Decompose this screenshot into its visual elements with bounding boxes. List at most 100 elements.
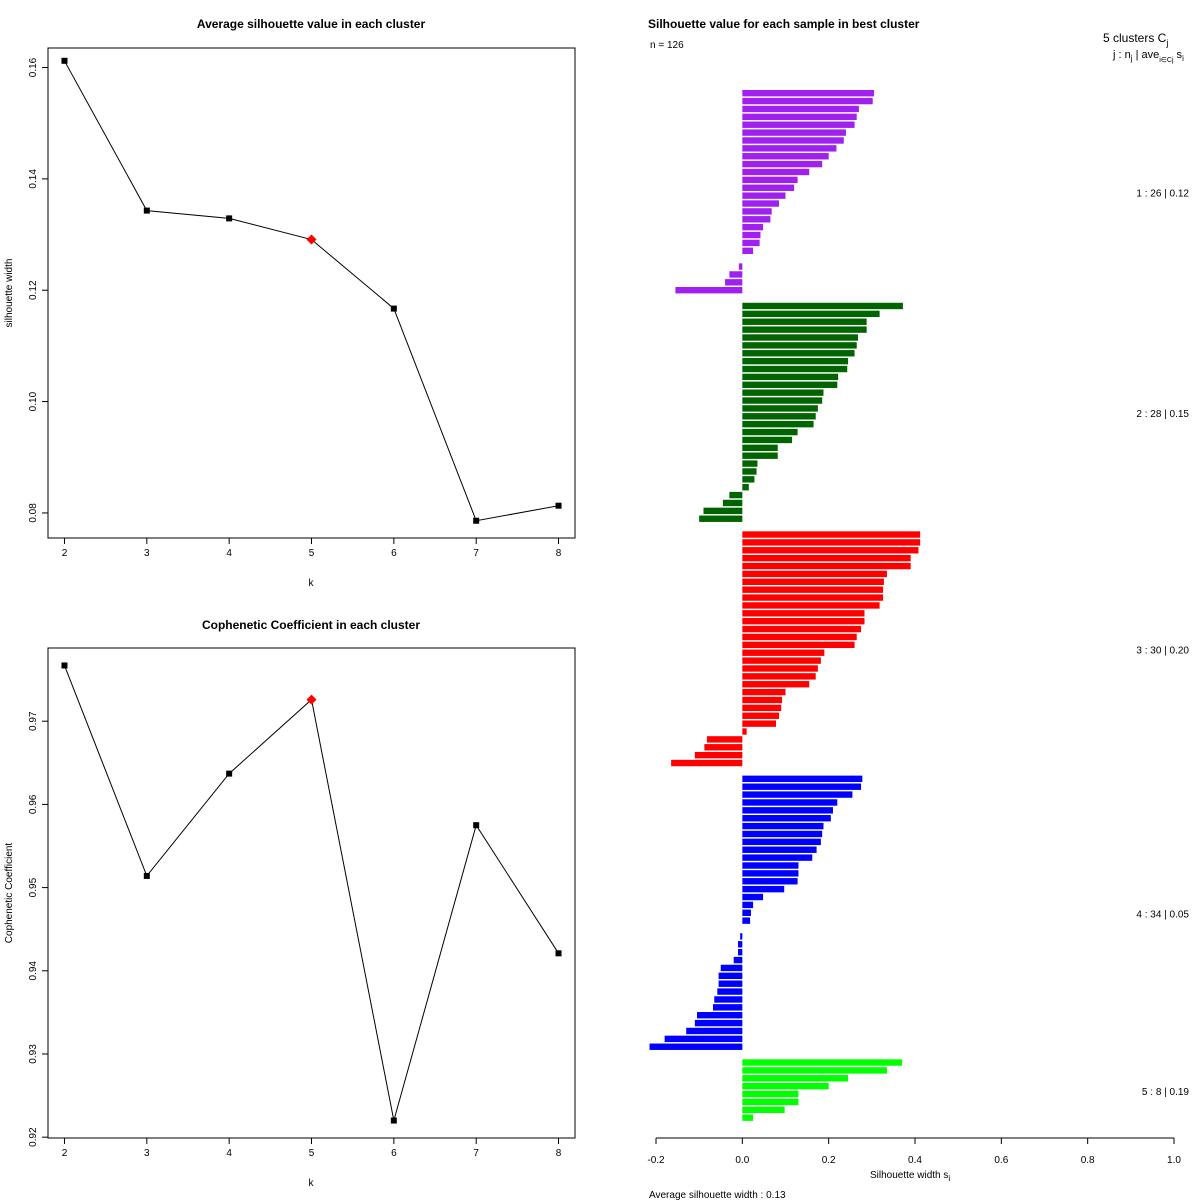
silhouette-bar [742,239,760,247]
x-tick-label: 3 [144,548,150,559]
silhouette-bar [742,610,865,617]
silhouette-bar [742,531,921,538]
silhouette-bar [742,586,884,593]
cluster-label: 4 : 34 | 0.05 [1136,910,1189,921]
silhouette-bar [720,964,743,972]
silhouette-bar [649,1043,743,1050]
silhouette-bar [742,1067,887,1074]
data-point [473,517,480,524]
silhouette-bar [742,846,817,853]
x-axis-label: k [309,1178,315,1189]
silhouette-bar [686,1027,743,1035]
silhouette-bar [742,704,782,712]
silhouette-bar [742,302,903,310]
silhouette-bar [697,1012,743,1019]
x-ticks: 2 3 4 5 6 7 8 [62,1138,562,1159]
silhouette-bar [742,444,778,452]
silhouette-bar [742,231,761,239]
silhouette-bar [742,720,777,727]
y-tick-label: 0.96 [28,794,39,814]
silhouette-bar [742,594,884,601]
cluster-label: 1 : 26 | 0.12 [1136,188,1189,199]
cluster-label: 3 : 30 | 0.20 [1136,646,1189,657]
best-k-point [306,234,317,245]
silhouette-bar [742,1082,829,1090]
silhouette-bar [671,759,743,767]
silhouette-bar [742,893,764,901]
y-tick-label: 0.97 [28,711,39,731]
silhouette-bar [742,389,824,396]
silhouette-bar [742,665,818,672]
cluster-labels: 1 : 26 | 0.12 2 : 28 | 0.15 3 : 30 | 0.20 4… [1136,188,1189,1097]
silhouette-bar [742,791,853,798]
data-point [226,215,233,222]
silhouette-bar [742,334,859,341]
silhouette-bar [742,397,823,404]
silhouette-bar [742,428,798,436]
y-axis-label: Cophenetic Coefficient [4,843,15,944]
silhouette-bar [718,972,743,980]
header-columns-text: j : n [1112,49,1131,61]
silhouette-bar [664,1035,743,1043]
x-tick-label: 7 [473,548,479,559]
silhouette-bar [742,97,873,105]
silhouette-bar [742,350,855,357]
x-ticks: 2 3 4 5 6 7 8 [62,538,562,559]
silhouette-bar [718,980,743,987]
x-tick-label: 3 [144,1148,150,1159]
silhouette-bar [703,507,743,515]
series-line [64,60,559,522]
plot-frame [47,647,576,1139]
header-columns-end: s [1174,49,1183,61]
silhouette-bar [742,862,799,869]
silhouette-bar [742,200,780,207]
silhouette-bar [742,129,846,136]
sample-count: n = 126 [650,40,684,51]
x-tick-label: 2 [62,548,68,559]
data-point [473,822,480,829]
silhouette-bar [742,870,799,877]
x-axis-label: Silhouette width si [870,1170,950,1183]
header-columns-sub2: i∈Cj [1159,57,1174,64]
silhouette-bar [742,223,764,231]
x-tick-label: 0.8 [1081,1155,1095,1166]
silhouette-bar [742,176,798,184]
silhouette-bar [725,279,743,286]
silhouette-bar [742,137,844,144]
silhouette-bar [742,917,751,924]
silhouette-bar [738,941,743,948]
silhouette-line-chart: Average silhouette value in each cluster… [4,17,576,589]
silhouette-bar [742,1098,799,1106]
x-ticks: -0.2 0.0 0.2 0.4 0.6 0.8 1.0 [647,1138,1181,1166]
data-point [143,207,150,214]
silhouette-bar [738,263,743,270]
x-tick-label: 0.6 [994,1155,1008,1166]
chart-title: Cophenetic Coefficient in each cluster [202,618,420,632]
silhouette-bar [742,326,867,333]
silhouette-bar [742,484,749,491]
silhouette-bar [717,988,743,995]
silhouette-bar [742,121,855,128]
silhouette-bar [712,1004,743,1011]
silhouette-bar [742,822,824,830]
silhouette-bar [738,948,743,956]
silhouette-bar [742,247,754,254]
series-marks [61,57,562,524]
silhouette-bar [742,460,758,467]
silhouette-bar [742,570,887,578]
silhouette-bar [694,1019,743,1027]
x-tick-label: 8 [556,548,562,559]
silhouette-bar [675,287,743,294]
data-point [390,1117,397,1124]
y-ticks: 0.92 0.93 0.94 0.95 0.96 0.97 [28,711,48,1147]
header-clusters: 5 clusters Cj [1103,31,1168,48]
silhouette-bar [742,641,855,649]
silhouette-bar [742,318,867,325]
silhouette-bar [742,554,911,562]
silhouette-bar [742,618,865,625]
silhouette-bar [742,365,848,373]
y-tick-label: 0.94 [28,961,39,981]
silhouette-bar [742,420,814,428]
series-marks [61,662,562,1124]
silhouette-bar [742,357,849,365]
